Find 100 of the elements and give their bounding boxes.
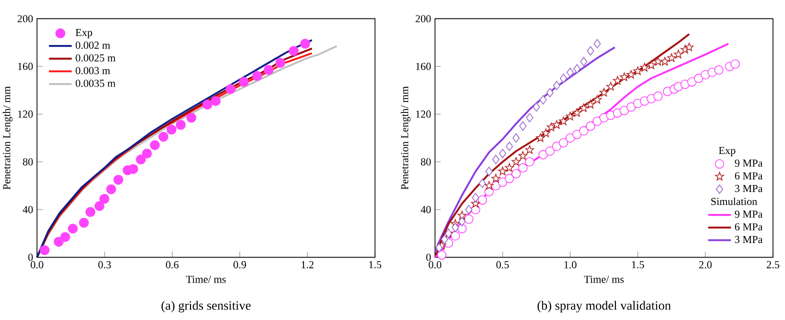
point <box>113 174 124 185</box>
x-tick-label: 0.6 <box>166 261 179 268</box>
point <box>94 201 104 211</box>
point <box>560 74 568 83</box>
point <box>136 154 146 164</box>
point <box>586 121 596 131</box>
y-tick-label: 0 <box>426 254 431 261</box>
y-tick-label: 200 <box>18 15 33 22</box>
point <box>68 224 78 234</box>
point <box>238 76 249 87</box>
x-axis-title: Time/ ms <box>186 276 226 283</box>
legend-label: 9 MPa <box>734 210 763 218</box>
legend-title: Exp <box>718 147 736 156</box>
point <box>437 250 446 260</box>
point <box>60 232 70 242</box>
text: (b) spray model validation <box>538 300 671 312</box>
point <box>552 120 562 129</box>
x-axis-title: Time/ ms <box>584 276 624 283</box>
point <box>158 132 168 142</box>
point <box>660 56 670 66</box>
point <box>532 102 540 112</box>
point <box>499 148 506 158</box>
point <box>653 92 663 101</box>
point <box>626 70 636 79</box>
y-tick-label: 120 <box>416 110 431 118</box>
point <box>580 56 588 66</box>
point <box>492 154 500 164</box>
point <box>176 120 186 130</box>
point <box>435 243 443 252</box>
point <box>592 116 602 126</box>
point <box>572 108 582 117</box>
point <box>54 236 64 247</box>
point <box>40 245 50 256</box>
point <box>620 106 629 116</box>
point <box>573 64 581 74</box>
point <box>579 103 588 112</box>
point <box>579 126 588 136</box>
x-tick-label: 0.3 <box>98 261 111 268</box>
point <box>684 42 694 52</box>
x-tick-label: 1.2 <box>302 261 314 268</box>
legend-label: 6 MPa <box>734 172 763 180</box>
point <box>545 146 555 156</box>
point <box>186 112 196 123</box>
point <box>518 151 528 160</box>
point <box>546 88 554 98</box>
point <box>452 222 459 232</box>
point <box>646 60 656 70</box>
y-tick-label: 80 <box>420 158 431 166</box>
point <box>78 218 89 228</box>
point <box>150 140 160 150</box>
y-tick-label: 0 <box>28 254 33 261</box>
point <box>512 157 521 166</box>
x-tick-label: 1.5 <box>369 261 382 268</box>
point <box>202 100 212 110</box>
point <box>694 74 704 83</box>
annotation: Simulation <box>711 198 758 206</box>
point <box>558 138 568 148</box>
point <box>106 184 116 194</box>
point <box>540 95 547 104</box>
point <box>465 204 472 214</box>
point <box>458 216 466 226</box>
legend-label: 0.002 m <box>76 42 110 49</box>
y-tick-label: 160 <box>18 62 33 70</box>
point <box>210 96 221 106</box>
point <box>506 142 513 152</box>
legend-label: 6 MPa <box>734 223 763 230</box>
x-tick-label: 2.0 <box>699 261 712 268</box>
point <box>300 38 310 49</box>
point <box>458 210 466 220</box>
point <box>264 65 274 75</box>
legend-label: 0.003 m <box>76 67 110 74</box>
point <box>472 192 480 202</box>
point <box>519 121 526 131</box>
point <box>674 50 683 58</box>
point <box>566 133 575 143</box>
x-tick-label: 1.0 <box>564 261 576 268</box>
point <box>687 77 697 87</box>
x-tick-label: 1.5 <box>632 261 644 268</box>
point <box>592 95 602 104</box>
point <box>511 169 521 178</box>
point <box>654 56 663 66</box>
point <box>633 66 642 76</box>
x-tick-label: 0.5 <box>496 261 509 268</box>
point <box>613 76 622 85</box>
point <box>450 231 460 241</box>
point <box>526 113 534 122</box>
y-axis-title: Penetration Length/ mm <box>2 86 12 190</box>
x-tick-label: 0.0 <box>30 261 44 268</box>
point <box>594 39 601 48</box>
point <box>498 166 508 176</box>
point <box>606 82 616 91</box>
point <box>552 142 562 152</box>
x-tick-label: 0.0 <box>428 261 442 268</box>
legend-label: 3 MPa <box>735 236 763 244</box>
point <box>640 62 650 72</box>
point <box>128 164 138 174</box>
point <box>226 84 236 94</box>
point <box>600 88 608 96</box>
legend-label: Exp <box>76 29 92 38</box>
y-tick-label: 200 <box>416 15 431 22</box>
